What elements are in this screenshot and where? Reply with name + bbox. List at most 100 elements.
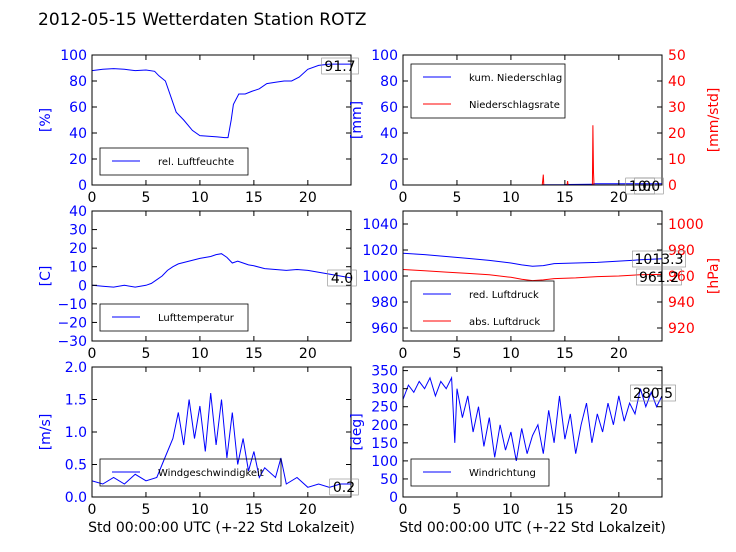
y-tick-label: 150: [371, 436, 398, 452]
y-tick-label: 40: [69, 126, 87, 142]
value-annotation-box: [630, 384, 676, 402]
y-tick-label: 20: [380, 152, 398, 168]
value-annotation: 1013.3: [635, 252, 684, 268]
legend-box: [99, 458, 282, 487]
y-tick-label: 980: [371, 295, 398, 311]
value-annotation-box: [327, 269, 357, 287]
value-annotation: 280.5: [633, 386, 673, 402]
y-tick-label: 100: [60, 48, 87, 64]
y2-tick-label: 20: [668, 126, 686, 142]
value-annotation-box: [632, 250, 686, 268]
x-tick-label: 5: [141, 502, 150, 518]
legend-label: Windrichtung: [469, 468, 536, 479]
x-tick-label: 5: [452, 190, 461, 206]
value-annotation-box: [636, 268, 682, 286]
value-annotation: 91.7: [324, 59, 355, 75]
legend: red. Luftdruck abs. Luftdruck: [410, 280, 555, 332]
y-tick-label: 100: [371, 454, 398, 470]
series-line-1: [92, 253, 351, 288]
y2-tick-label: 0: [668, 178, 677, 194]
y-tick-label: 30: [69, 223, 87, 239]
y-tick-label: 300: [371, 382, 398, 398]
x-tick-label: 10: [191, 190, 209, 206]
x-tick-label: 15: [556, 346, 574, 362]
x-tick-label: 5: [452, 346, 461, 362]
y-tick-label: 60: [69, 100, 87, 116]
x-tick-label: 0: [88, 502, 97, 518]
y-tick-label: 2.0: [65, 360, 87, 376]
x-tick-label: 15: [556, 190, 574, 206]
chart-panel-1: 0 5 10 15 20 0 20 40 60 80 100 [%] rel. Luftfeuchte 9…: [38, 48, 359, 206]
y2-tick-label: 10: [668, 152, 686, 168]
y-tick-label: 1040: [362, 217, 398, 233]
legend: kum. Niederschlag Niederschlagsrate: [410, 63, 566, 119]
legend-box: [410, 458, 550, 487]
legend: rel. Luftfeuchte: [99, 147, 249, 176]
x-tick-label: 0: [399, 502, 408, 518]
plot-frame: [402, 366, 663, 498]
chart-panel-2: 0 5 10 15 20 0 20 40 60 80 100 0 10 20 30 40 50 [mm] [mm/s…: [349, 48, 722, 206]
chart-panel-5: 0 5 10 15 20 0.0 0.5 1.0 1.5 2.0 [m/s] Std 00:00:00…: [38, 360, 359, 536]
plot-frame: [91, 54, 352, 186]
value-annotation: 0.0: [638, 179, 660, 195]
y-tick-label: 40: [380, 126, 398, 142]
legend-label: Niederschlagsrate: [469, 100, 560, 111]
legend: Lufttemperatur: [99, 303, 249, 332]
y-tick-label: 20: [69, 152, 87, 168]
y2-tick-label: 50: [668, 48, 686, 64]
legend: Windgeschwindigkeit: [99, 458, 282, 487]
series-line-1: [403, 252, 662, 267]
y-tick-label: 250: [371, 400, 398, 416]
x-tick-label: 0: [88, 346, 97, 362]
x-tick-label: 0: [88, 190, 97, 206]
legend-box: [99, 147, 249, 176]
x-tick-label: 20: [299, 346, 317, 362]
legend-label: abs. Luftdruck: [469, 317, 540, 328]
y-tick-label: 0.0: [65, 490, 87, 506]
y-axis-label: [m/s]: [38, 414, 54, 451]
x-tick-label: 5: [141, 190, 150, 206]
y2-axis-label: [mm/std]: [706, 88, 722, 153]
value-annotation: 4.0: [331, 271, 353, 287]
x-tick-label: 0: [399, 346, 408, 362]
legend-box: [99, 303, 249, 332]
x-tick-label: 0: [399, 190, 408, 206]
y2-tick-label: 920: [668, 321, 695, 337]
x-axis-label: Std 00:00:00 UTC (+-22 Std Lokalzeit): [88, 520, 355, 536]
y-tick-label: 0.5: [65, 458, 87, 474]
chart-panel-4: 0 5 10 15 2096098010001020104092094096098010…: [362, 210, 722, 362]
x-axis-label: Std 00:00:00 UTC (+-22 Std Lokalzeit): [399, 520, 666, 536]
y-tick-label: 40: [69, 204, 87, 220]
y-tick-label: −30: [57, 334, 87, 350]
x-tick-label: 20: [299, 502, 317, 518]
value-annotation-box: [321, 57, 359, 75]
x-tick-label: 15: [245, 190, 263, 206]
y-tick-label: 100: [371, 48, 398, 64]
series-line-2: [403, 269, 662, 282]
series-line-1: [403, 375, 662, 461]
y-tick-label: 10: [69, 260, 87, 276]
y2-axis-label: [hPa]: [706, 258, 722, 294]
value-annotation: 0.2: [333, 480, 355, 496]
x-tick-label: 10: [502, 346, 520, 362]
y2-tick-label: 1000: [668, 217, 704, 233]
x-tick-label: 10: [502, 190, 520, 206]
x-tick-label: 15: [556, 502, 574, 518]
y-tick-label: 960: [371, 321, 398, 337]
y-axis-label: [%]: [38, 108, 54, 132]
y-tick-label: 1.5: [65, 393, 87, 409]
y-tick-label: 200: [371, 418, 398, 434]
y-tick-label: 350: [371, 364, 398, 380]
y-tick-label: 0: [389, 490, 398, 506]
y-axis-label: [C]: [38, 266, 54, 287]
plot-frame: [91, 210, 352, 342]
value-annotation: 961.2: [639, 270, 679, 286]
y-tick-label: 50: [380, 472, 398, 488]
series-line-1: [92, 392, 351, 488]
y-tick-label: 60: [380, 100, 398, 116]
legend-box: [410, 63, 566, 119]
x-tick-label: 20: [610, 502, 628, 518]
x-tick-label: 15: [245, 502, 263, 518]
x-tick-label: 5: [141, 346, 150, 362]
